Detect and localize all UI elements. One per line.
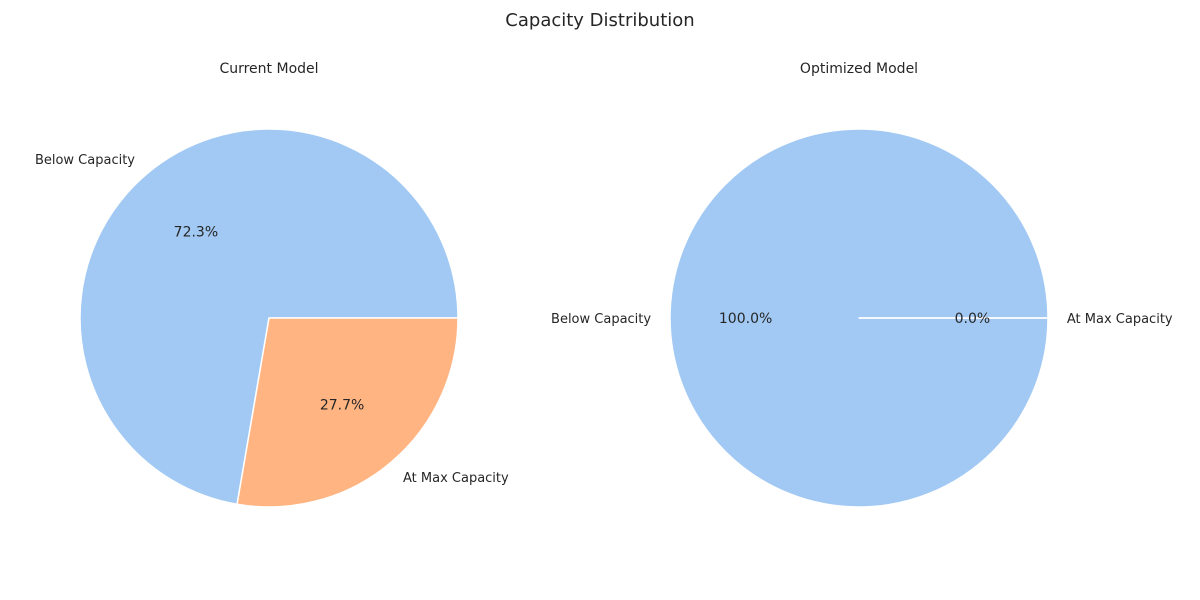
figure-title: Capacity Distribution bbox=[505, 10, 694, 31]
slice-label-at-max-capacity: At Max Capacity bbox=[1067, 312, 1173, 327]
pie-slice-at-max-capacity bbox=[236, 317, 459, 508]
pie-slice-below-capacity bbox=[79, 128, 459, 506]
slice-percent-below-capacity: 72.3% bbox=[174, 224, 218, 240]
pie-current-model: Below Capacity 72.3% At Max Capacity 27.7% bbox=[35, 128, 509, 508]
slice-percent-at-max-capacity: 0.0% bbox=[955, 311, 991, 327]
slice-percent-below-capacity: 100.0% bbox=[719, 311, 772, 327]
chart-title-optimized: Optimized Model bbox=[800, 61, 918, 77]
slice-label-below-capacity: Below Capacity bbox=[35, 153, 135, 168]
slice-label-at-max-capacity: At Max Capacity bbox=[403, 471, 509, 486]
slice-label-below-capacity: Below Capacity bbox=[551, 312, 651, 327]
chart-title-current: Current Model bbox=[219, 61, 318, 77]
slice-percent-at-max-capacity: 27.7% bbox=[320, 398, 364, 414]
pie-optimized-model: Below Capacity 100.0% At Max Capacity 0.0% bbox=[551, 128, 1173, 508]
